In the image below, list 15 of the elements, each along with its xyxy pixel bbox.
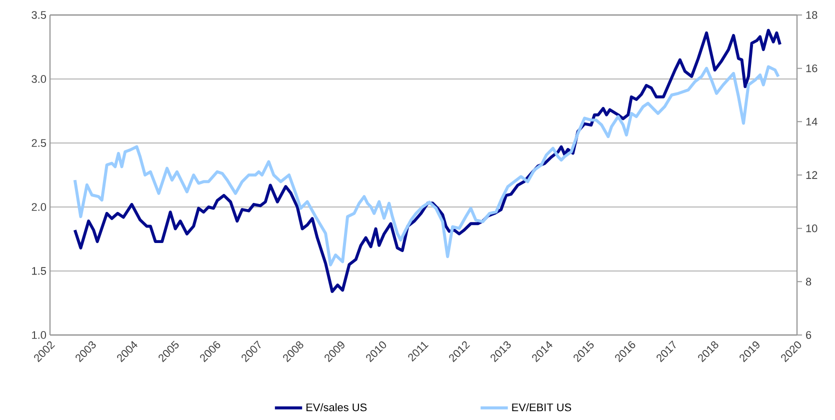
y2-tick-label: 6 [806, 331, 812, 339]
legend-label: EV/EBIT US [512, 403, 572, 412]
y2-tick-label: 10 [806, 224, 818, 232]
y2-tick-label: 12 [806, 171, 818, 179]
y-tick-label: 1.5 [32, 267, 46, 275]
y-tick-label: 1.0 [32, 331, 46, 339]
y-tick-label: 3.5 [32, 11, 46, 19]
y2-tick-label: 16 [806, 64, 818, 72]
y-tick-label: 2.5 [32, 139, 46, 147]
y-tick-label: 3.0 [32, 75, 46, 83]
y2-tick-label: 8 [806, 278, 812, 286]
legend-label: EV/sales US [306, 403, 367, 412]
y2-tick-label: 18 [806, 11, 818, 19]
y2-tick-label: 14 [806, 118, 818, 126]
y-tick-label: 2.0 [32, 203, 46, 211]
